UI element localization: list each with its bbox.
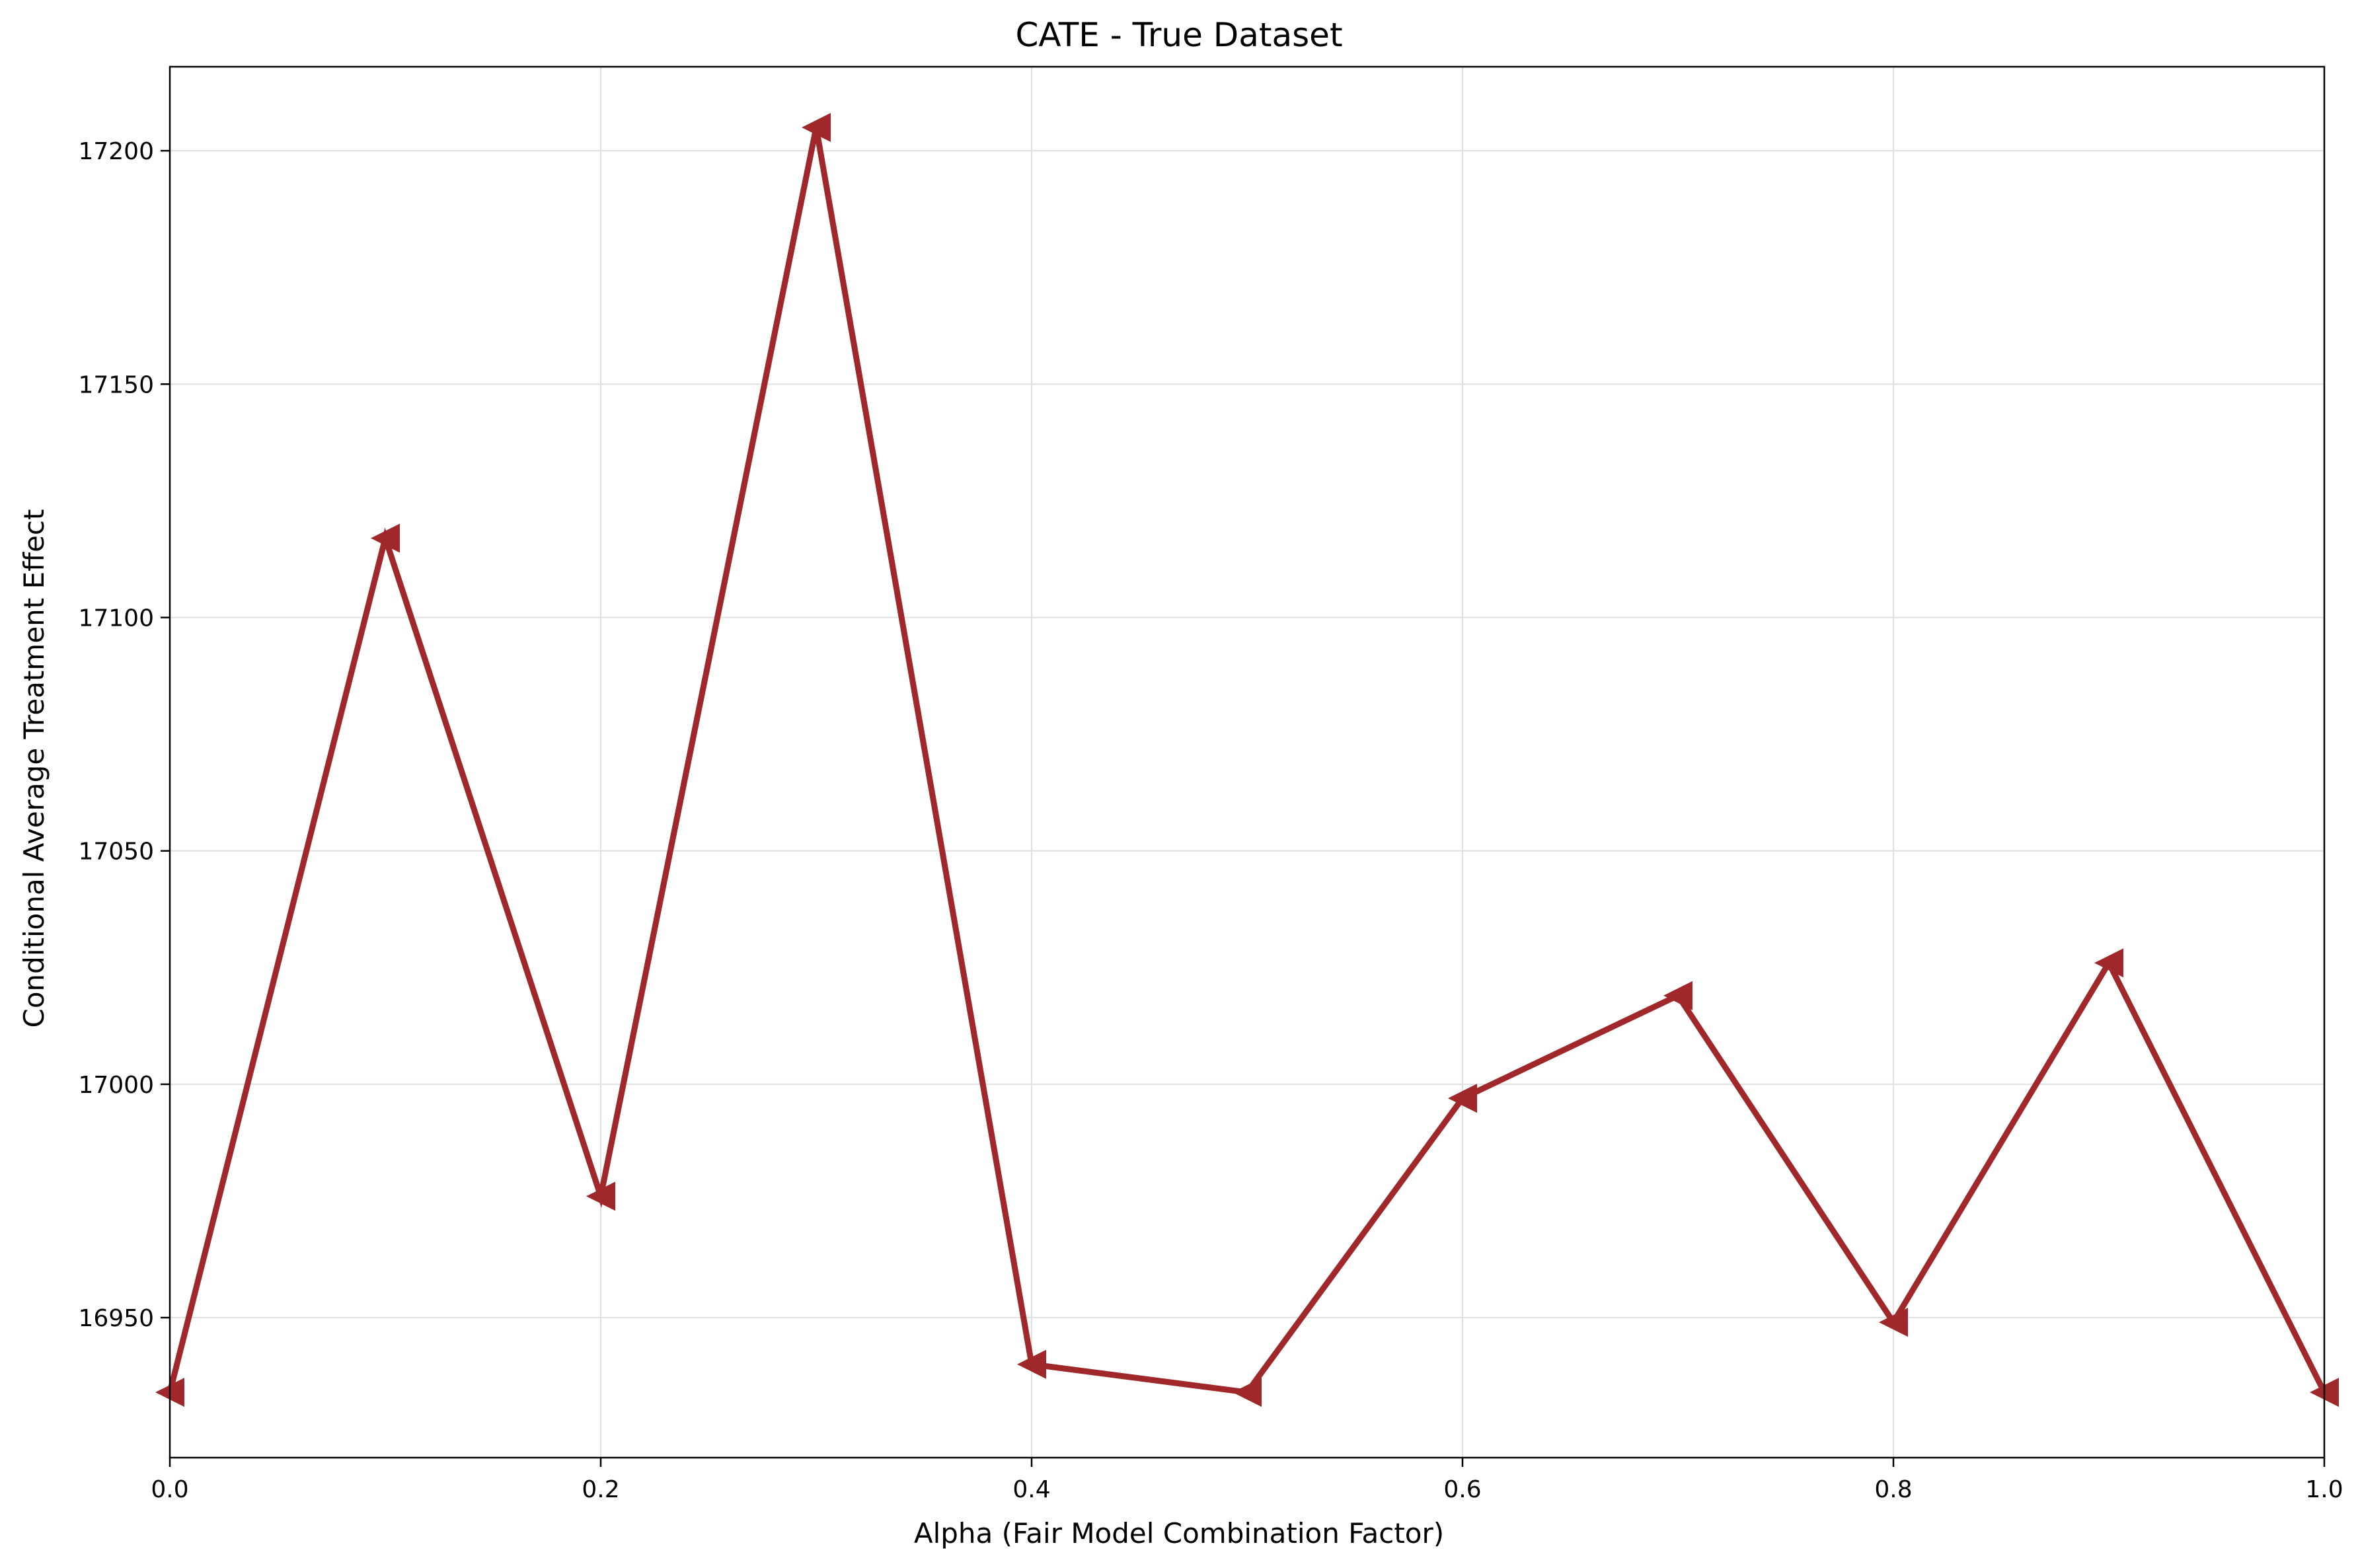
data-point-marker [1233, 1378, 1262, 1407]
data-point-marker [1448, 1084, 1477, 1113]
x-tick-label: 0.6 [1443, 1476, 1481, 1503]
data-point-marker [2094, 948, 2123, 978]
data-point-marker [371, 523, 400, 553]
x-axis-label: Alpha (Fair Model Combination Factor) [914, 1517, 1444, 1549]
y-axis-label: Conditional Average Treatment Effect [18, 509, 50, 1028]
data-point-marker [586, 1181, 615, 1211]
y-tick-label: 17150 [78, 371, 154, 398]
data-point-marker [802, 112, 831, 142]
x-tick-label: 0.2 [582, 1476, 619, 1503]
x-tick-label: 0.4 [1012, 1476, 1050, 1503]
data-point-marker [1017, 1349, 1046, 1379]
chart-title: CATE - True Dataset [1015, 16, 1342, 54]
x-tick-label: 0.0 [151, 1476, 188, 1503]
data-point-marker [1663, 981, 1692, 1010]
x-tick-label: 0.8 [1874, 1476, 1912, 1503]
data-point-marker [1879, 1308, 1908, 1337]
y-tick-label: 17050 [78, 839, 154, 866]
plot-frame [169, 65, 2326, 1459]
axis-ticks: 0.0 0.2 0.4 0.6 0.8 1.0 16950 17000 17050 17100 17… [78, 138, 2343, 1503]
series-layer [155, 112, 2339, 1407]
x-tick-label: 1.0 [2305, 1476, 2343, 1503]
y-tick-label: 17000 [78, 1072, 154, 1099]
y-tick-label: 16950 [78, 1305, 154, 1332]
y-tick-label: 17200 [78, 138, 154, 165]
y-tick-label: 17100 [78, 605, 154, 632]
